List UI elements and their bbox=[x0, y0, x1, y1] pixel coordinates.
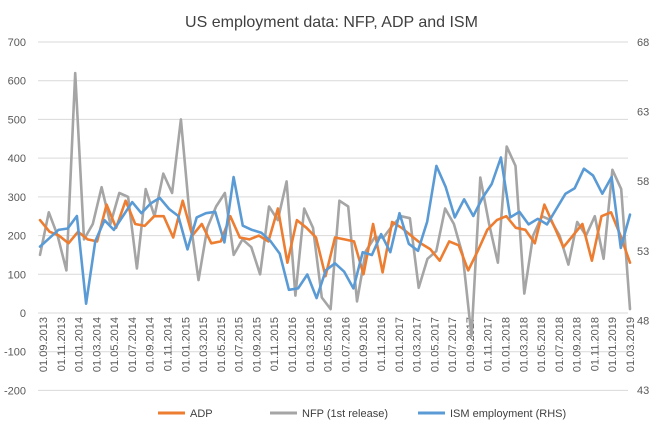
x-tick-label: 01.01.2018 bbox=[500, 317, 512, 372]
x-tick-label: 01.09.2015 bbox=[251, 317, 263, 372]
x-tick-label: 01.09.2016 bbox=[358, 317, 370, 372]
gridlines bbox=[38, 41, 628, 391]
x-tick-label: 01.05.2014 bbox=[109, 317, 121, 372]
series-layer bbox=[38, 71, 632, 338]
x-tick-label: 01.11.2017 bbox=[483, 317, 495, 371]
x-tick-label: 01.07.2015 bbox=[234, 317, 246, 372]
left-tick-label: 300 bbox=[8, 192, 26, 204]
x-tick-label: 01.11.2016 bbox=[376, 317, 388, 371]
left-y-axis: -200 -100 0 100 200 300 400 500 600 700 bbox=[4, 37, 26, 397]
left-tick-label: 700 bbox=[8, 37, 26, 49]
x-tick-label: 01.07.2018 bbox=[554, 317, 566, 372]
left-tick-label: 500 bbox=[8, 114, 26, 126]
x-tick-label: 01.03.2017 bbox=[412, 317, 424, 372]
legend-label: ISM employment (RHS) bbox=[450, 408, 566, 420]
x-tick-label: 01.01.2019 bbox=[607, 317, 619, 372]
legend: ADP NFP (1st release) ISM employment (RHS) bbox=[158, 408, 566, 420]
x-tick-label: 01.09.2017 bbox=[465, 317, 477, 372]
left-tick-label: 200 bbox=[8, 231, 26, 243]
x-tick-label: 01.11.2018 bbox=[589, 317, 601, 371]
x-tick-label: 01.09.2018 bbox=[572, 317, 584, 372]
x-tick-label: 01.05.2017 bbox=[429, 317, 441, 372]
x-tick-label: 01.05.2015 bbox=[216, 317, 228, 372]
legend-label: ADP bbox=[190, 408, 213, 420]
left-tick-label: -100 bbox=[4, 347, 26, 359]
x-tick-label: 01.11.2013 bbox=[56, 317, 68, 371]
x-tick-label: 01.05.2016 bbox=[323, 317, 335, 372]
x-tick-label: 01.03.2014 bbox=[91, 317, 103, 372]
x-tick-label: 01.05.2018 bbox=[536, 317, 548, 372]
left-tick-label: 600 bbox=[8, 76, 26, 88]
right-tick-label: 58 bbox=[637, 176, 649, 188]
x-tick-label: 01.09.2013 bbox=[38, 317, 50, 372]
x-tick-label: 01.01.2017 bbox=[394, 317, 406, 372]
series-line-ism bbox=[38, 156, 632, 306]
right-tick-label: 63 bbox=[637, 107, 649, 119]
right-tick-label: 48 bbox=[637, 315, 649, 327]
right-tick-label: 43 bbox=[637, 385, 649, 397]
right-tick-label: 53 bbox=[637, 246, 649, 258]
x-tick-label: 01.07.2017 bbox=[447, 317, 459, 372]
left-tick-label: 400 bbox=[8, 153, 26, 165]
x-tick-label: 01.03.2018 bbox=[518, 317, 530, 372]
x-tick-label: 01.03.2019 bbox=[625, 317, 637, 372]
x-tick-label: 01.03.2015 bbox=[198, 317, 210, 372]
legend-label: NFP (1st release) bbox=[302, 408, 388, 420]
x-axis: 01.09.2013 01.11.2013 01.01.2014 01.03.2014… bbox=[38, 317, 637, 372]
right-y-axis: 43 48 53 58 63 68 bbox=[637, 37, 649, 397]
x-tick-label: 01.11.2014 bbox=[163, 317, 175, 371]
x-tick-label: 01.01.2014 bbox=[74, 317, 86, 372]
left-tick-label: 100 bbox=[8, 269, 26, 281]
series-line-adp bbox=[38, 199, 632, 278]
x-tick-label: 01.07.2016 bbox=[340, 317, 352, 372]
x-tick-label: 01.09.2014 bbox=[145, 317, 157, 372]
chart-title: US employment data: NFP, ADP and ISM bbox=[185, 14, 478, 31]
left-tick-label: -200 bbox=[4, 385, 26, 397]
x-tick-label: 01.03.2016 bbox=[305, 317, 317, 372]
x-tick-label: 01.01.2015 bbox=[180, 317, 192, 372]
left-tick-label: 0 bbox=[20, 308, 26, 320]
series-line-nfp bbox=[38, 71, 632, 338]
right-tick-label: 68 bbox=[637, 37, 649, 49]
x-tick-label: 01.07.2014 bbox=[127, 317, 139, 372]
x-tick-label: 01.01.2016 bbox=[287, 317, 299, 372]
x-tick-label: 01.11.2015 bbox=[269, 317, 281, 371]
